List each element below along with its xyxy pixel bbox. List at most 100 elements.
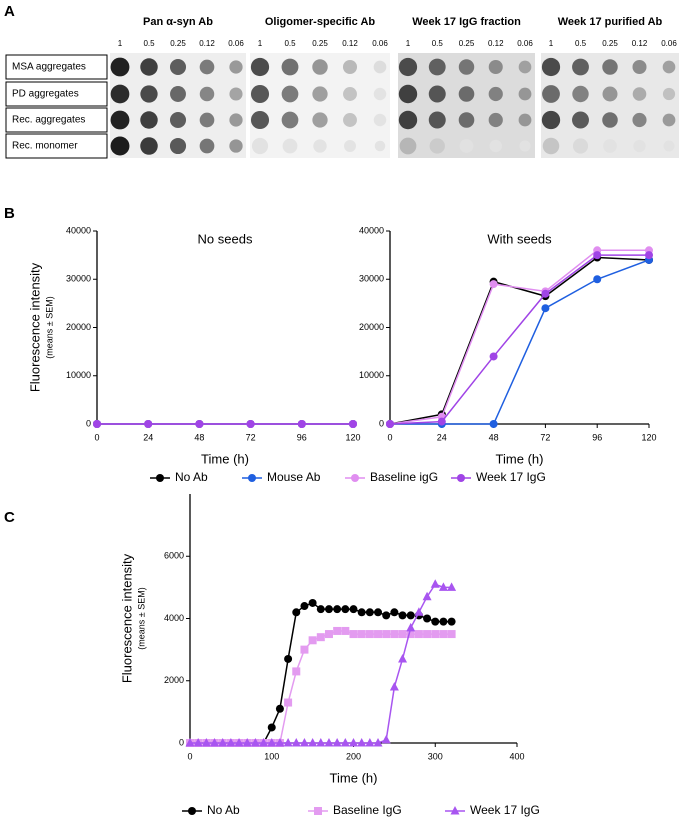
row-label-box bbox=[5, 81, 108, 107]
marker bbox=[316, 633, 325, 642]
x-tick-label: 0 bbox=[387, 432, 392, 442]
blot-dot bbox=[140, 137, 158, 155]
marker bbox=[645, 251, 653, 260]
blot-dot bbox=[572, 138, 589, 154]
blot-dot bbox=[199, 59, 215, 75]
marker bbox=[349, 630, 358, 639]
marker bbox=[439, 617, 448, 626]
series-line bbox=[389, 254, 649, 425]
legend-marker bbox=[156, 474, 164, 482]
blot-dot bbox=[662, 87, 676, 101]
blot-dot bbox=[373, 87, 387, 101]
marker bbox=[226, 738, 236, 747]
marker bbox=[300, 602, 309, 611]
x-tick-label: 24 bbox=[437, 432, 447, 442]
panel-label: B bbox=[4, 205, 15, 222]
dilution-label: 0.06 bbox=[228, 39, 244, 48]
panel-label: A bbox=[4, 3, 15, 20]
marker bbox=[406, 622, 416, 632]
marker bbox=[437, 417, 446, 426]
marker bbox=[299, 738, 309, 747]
blot-dot bbox=[459, 139, 474, 153]
marker bbox=[541, 289, 550, 298]
marker bbox=[365, 738, 375, 747]
x-tick-label: 24 bbox=[143, 432, 153, 442]
marker bbox=[324, 738, 334, 747]
blot-dot bbox=[374, 140, 386, 152]
blot-dot bbox=[602, 59, 618, 75]
blot-dot bbox=[429, 138, 445, 154]
blot-dot bbox=[199, 138, 215, 154]
blot-dot bbox=[632, 112, 647, 128]
dilution-label: 0.12 bbox=[488, 39, 504, 48]
blot-dot bbox=[199, 86, 215, 102]
blot-dot bbox=[373, 113, 387, 127]
marker bbox=[382, 611, 391, 620]
marker bbox=[414, 607, 424, 616]
legend-label: Baseline igG bbox=[370, 470, 438, 484]
blot-dot bbox=[229, 113, 243, 127]
marker bbox=[447, 617, 456, 626]
marker bbox=[283, 738, 293, 747]
blot-dot bbox=[312, 86, 328, 102]
blot-dot bbox=[229, 139, 243, 153]
marker bbox=[341, 605, 350, 614]
blot-dot bbox=[373, 60, 387, 74]
marker bbox=[250, 738, 260, 747]
marker bbox=[593, 275, 602, 284]
marker bbox=[447, 582, 457, 591]
marker bbox=[292, 608, 301, 617]
y-tick-label: 20000 bbox=[66, 322, 91, 332]
blot-title: Week 17 purified Ab bbox=[558, 16, 663, 28]
row-label: MSA aggregates bbox=[12, 62, 86, 73]
x-tick-label: 300 bbox=[428, 751, 443, 761]
blot-dot bbox=[110, 84, 130, 104]
marker bbox=[389, 681, 399, 691]
marker bbox=[406, 630, 415, 639]
x-tick-label: 96 bbox=[592, 432, 602, 442]
marker bbox=[218, 738, 228, 747]
marker bbox=[398, 653, 408, 663]
marker bbox=[431, 630, 440, 639]
marker bbox=[341, 626, 350, 635]
blot-dot bbox=[312, 112, 328, 128]
marker bbox=[144, 420, 153, 428]
blot-dot bbox=[662, 60, 676, 74]
marker bbox=[210, 738, 220, 747]
legend-marker bbox=[457, 474, 465, 482]
x-axis-title: Time (h) bbox=[330, 770, 378, 785]
dilution-label: 1 bbox=[406, 39, 411, 48]
blot-dot bbox=[169, 58, 187, 76]
blot-dot bbox=[541, 57, 561, 77]
marker bbox=[195, 420, 204, 428]
marker bbox=[259, 738, 269, 747]
blot-dot bbox=[572, 58, 589, 76]
blot-dot bbox=[110, 110, 130, 130]
marker bbox=[201, 738, 211, 747]
chart-title: With seeds bbox=[487, 231, 552, 246]
marker bbox=[333, 626, 342, 635]
y-tick-label: 10000 bbox=[359, 370, 384, 380]
marker bbox=[382, 630, 391, 639]
y-tick-label: 10000 bbox=[66, 370, 91, 380]
blot-dot bbox=[633, 139, 646, 153]
x-axis-title: Time (h) bbox=[201, 451, 249, 466]
marker bbox=[332, 738, 342, 747]
marker bbox=[423, 630, 432, 639]
marker bbox=[291, 738, 301, 747]
x-tick-label: 100 bbox=[264, 751, 279, 761]
y-tick-label: 30000 bbox=[66, 274, 91, 284]
x-tick-label: 48 bbox=[194, 432, 204, 442]
marker bbox=[267, 738, 277, 747]
marker bbox=[357, 608, 366, 617]
marker bbox=[308, 598, 317, 607]
dilution-label: 1 bbox=[258, 39, 263, 48]
blot-dot bbox=[140, 85, 158, 103]
marker bbox=[284, 654, 293, 663]
dilution-label: 0.25 bbox=[170, 39, 186, 48]
blot-dot bbox=[519, 140, 531, 152]
blot-dot bbox=[342, 59, 358, 75]
blot-dot bbox=[169, 137, 187, 155]
y-tick-label: 0 bbox=[86, 418, 91, 428]
dilution-label: 0.25 bbox=[459, 39, 475, 48]
